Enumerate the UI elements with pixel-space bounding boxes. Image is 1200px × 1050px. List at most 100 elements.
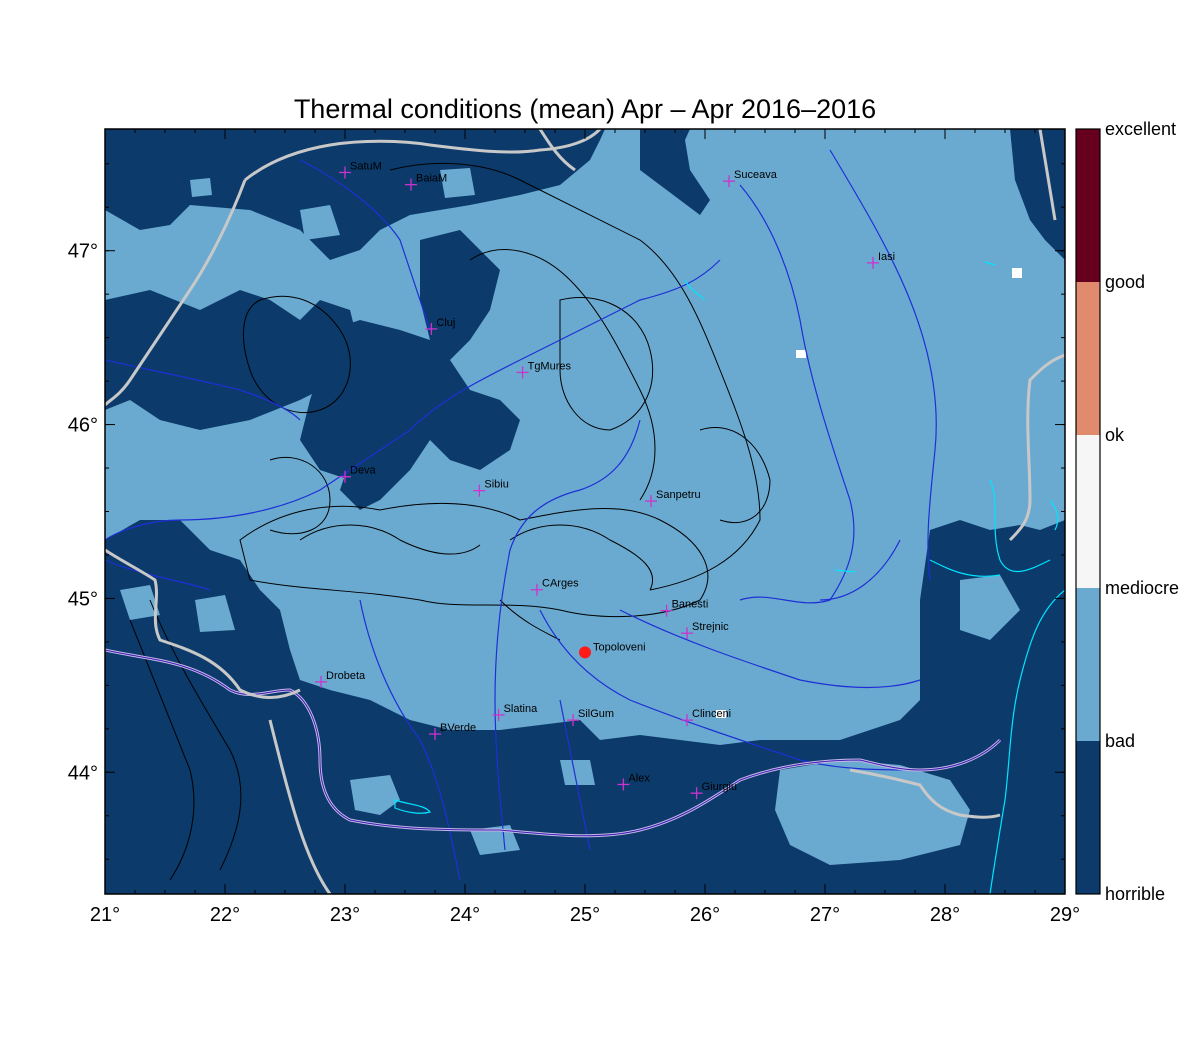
contour-11	[699, 426, 771, 524]
station-sanpetru: Sanpetru	[645, 489, 701, 508]
bad-patch-north-1	[300, 205, 340, 240]
x-tick-label: 21°	[90, 904, 120, 926]
contour-2	[469, 249, 656, 501]
y-tick-label: 46°	[68, 415, 98, 437]
station-label: Giurgiu	[702, 781, 737, 793]
station-banesti: Banesti	[660, 599, 708, 617]
lake-3	[684, 279, 706, 301]
river-danube-outline	[105, 649, 1001, 837]
legend-label: mediocre	[1105, 578, 1179, 598]
legend-label: excellent	[1105, 119, 1176, 139]
river-crisuri	[105, 359, 301, 421]
river-olt	[494, 419, 641, 851]
x-tick-label: 28°	[930, 904, 960, 926]
station-label: Strejnic	[692, 621, 729, 633]
station-baiam: BaiaM	[405, 173, 447, 191]
ok-cell-1	[1012, 268, 1022, 278]
station-label: Slatina	[504, 703, 539, 715]
legend-colorbar: excellent good ok mediocre bad horrible	[1075, 119, 1179, 904]
x-tick-label: 27°	[810, 904, 840, 926]
legend-swatch	[1076, 129, 1100, 282]
map-panel	[105, 129, 1065, 894]
border-northwest	[105, 179, 247, 407]
contour-7	[129, 619, 195, 881]
highlight-station: Topoloveni	[579, 641, 646, 659]
contour-8	[242, 295, 351, 414]
contour-1	[389, 162, 761, 591]
rivers	[105, 149, 937, 881]
y-tick-label: 45°	[68, 588, 98, 610]
lake-4	[984, 261, 996, 266]
border-northeast	[1038, 129, 1057, 221]
river-siret	[739, 184, 855, 604]
coast-black-sea	[989, 589, 1065, 894]
horrible-region-northeast-corner	[1010, 129, 1065, 260]
y-tick-label: 47°	[68, 241, 98, 263]
station-label: BVerde	[440, 722, 476, 734]
station-sibiu: Sibiu	[473, 479, 509, 497]
river-arges	[539, 609, 921, 771]
x-tick-label: 24°	[450, 904, 480, 926]
river-vedea	[559, 699, 591, 851]
border-serbia	[268, 719, 332, 894]
river-somes	[299, 159, 431, 331]
border-bulgaria	[849, 768, 1001, 819]
station-cluj: Cluj	[425, 317, 455, 335]
contour-3	[239, 502, 709, 618]
borders	[105, 129, 1065, 894]
horrible-region-northeast	[640, 129, 710, 215]
legend-swatch	[1076, 282, 1100, 435]
river-east	[819, 539, 901, 601]
station-suceava: Suceava	[723, 169, 778, 188]
station-slatina: Slatina	[492, 703, 539, 721]
station-label: Sanpetru	[656, 489, 701, 501]
horrible-region-west	[105, 290, 360, 430]
legend-swatch	[1076, 435, 1100, 588]
lake-5	[834, 569, 856, 573]
station-silgum: SilGum	[567, 708, 614, 727]
highlight-marker	[579, 646, 591, 659]
coastline	[394, 261, 1065, 894]
x-tick-label: 25°	[570, 904, 600, 926]
legend-label: bad	[1105, 731, 1135, 751]
bad-patch-north-2	[190, 178, 212, 197]
station-carges: CArges	[531, 578, 579, 596]
legend-border	[1075, 128, 1101, 895]
station-label: TgMures	[528, 360, 572, 372]
horrible-region-central	[340, 230, 520, 510]
river-mures-upper	[519, 259, 721, 361]
bad-patch-west-2	[195, 595, 235, 632]
ok-cell-3	[716, 710, 726, 718]
map-title: Thermal conditions (mean) Apr – Apr 2016…	[294, 94, 876, 124]
station-markers: SatuM BaiaM Suceava Iasi Cluj TgMures Deva Sibi…	[315, 160, 895, 800]
horrible-region-danube-west	[105, 640, 260, 770]
station-label: Clinceni	[692, 708, 731, 720]
lake-2	[1049, 499, 1059, 531]
station-alex: Alex	[617, 772, 650, 791]
terrain-contours	[129, 162, 771, 881]
station-label: BaiaM	[416, 173, 447, 185]
x-axis-tick-labels: 21° 22° 23° 24° 25° 26° 27° 28° 29°	[90, 904, 1080, 926]
highlight-label: Topoloveni	[593, 641, 646, 653]
station-label: Sibiu	[484, 479, 508, 491]
station-label: SilGum	[578, 708, 614, 720]
station-bverde: BVerde	[429, 722, 476, 741]
legend-swatch	[1076, 588, 1100, 741]
station-tgmures: TgMures	[516, 360, 572, 379]
ok-cell-2	[796, 350, 806, 358]
river-prut	[829, 149, 937, 581]
frame-ticks	[104, 129, 1066, 894]
river-timis	[105, 559, 211, 591]
x-tick-label: 22°	[210, 904, 240, 926]
station-label: Alex	[628, 772, 650, 784]
legend-labels: excellent good ok mediocre bad horrible	[1105, 119, 1179, 904]
legend-swatches	[1076, 129, 1100, 894]
x-tick-label: 26°	[690, 904, 720, 926]
river-mures	[105, 359, 521, 541]
map-frame	[104, 128, 1066, 895]
legend-label: ok	[1105, 425, 1125, 445]
river-jiu	[359, 599, 461, 881]
bad-patch-east	[960, 575, 1020, 640]
y-tick-label: 44°	[68, 762, 98, 784]
